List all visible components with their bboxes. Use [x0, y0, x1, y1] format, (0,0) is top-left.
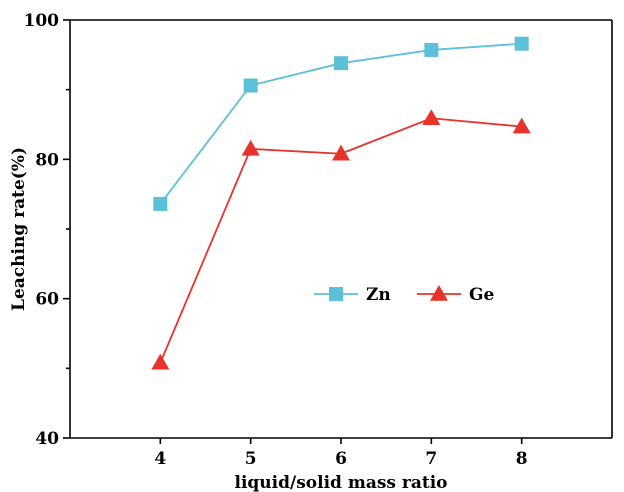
series-ge: [151, 109, 531, 370]
x-tick-label: 4: [154, 449, 166, 469]
legend: Zn Ge: [314, 285, 495, 305]
data-point-ge: [151, 353, 170, 370]
y-tick-label: 60: [35, 290, 59, 310]
data-point-ge: [512, 117, 531, 134]
data-point-zn: [424, 42, 439, 57]
data-point-zn: [243, 78, 258, 93]
y-tick-label: 100: [24, 11, 60, 31]
data-point-ge: [241, 139, 260, 156]
legend-label-ge: Ge: [469, 285, 495, 305]
series-layer: [151, 36, 531, 370]
x-tick-label: 8: [516, 449, 528, 469]
axes: 4 5 6 7 8 40 60 80 100: [24, 11, 613, 469]
data-point-zn: [153, 196, 168, 211]
legend-marker-zn: [329, 287, 343, 301]
legend-item-zn: Zn: [314, 285, 391, 305]
y-tick-label: 40: [35, 429, 59, 449]
data-point-ge: [332, 144, 350, 161]
x-tick-label: 6: [335, 449, 347, 469]
x-tick-label: 7: [425, 449, 437, 469]
y-tick-label: 80: [35, 150, 59, 170]
data-point-zn: [514, 36, 529, 51]
series-zn: [153, 36, 529, 211]
data-point-ge: [422, 109, 441, 125]
x-tick-label: 5: [245, 449, 257, 469]
legend-marker-ge: [430, 285, 448, 301]
y-axis-title: Leaching rate(%): [9, 147, 29, 311]
data-point-zn: [334, 56, 348, 71]
legend-item-ge: Ge: [417, 285, 495, 305]
legend-label-zn: Zn: [366, 285, 391, 305]
x-axis-title: liquid/solid mass ratio: [234, 473, 447, 492]
